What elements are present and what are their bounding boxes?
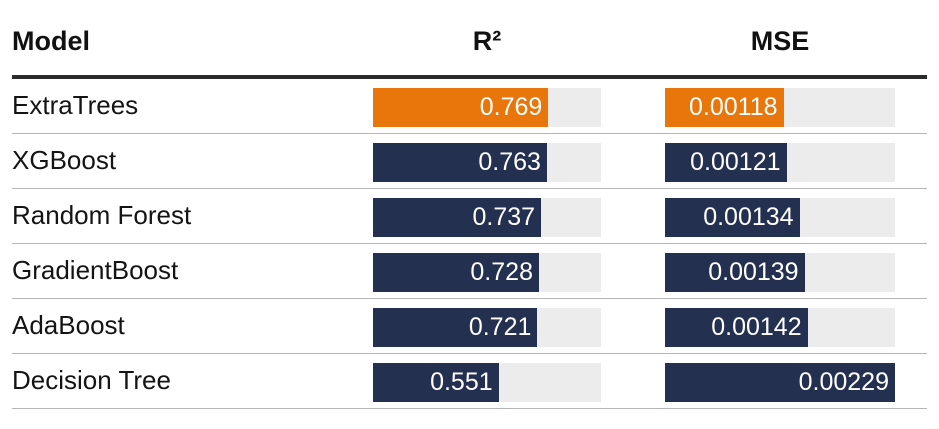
model-name: XGBoost (12, 145, 117, 175)
model-name: GradientBoost (12, 255, 179, 285)
mse-track: 0.00229 (665, 363, 895, 402)
header-r2: R² (472, 26, 502, 56)
mse-bar: 0.00142 (665, 308, 808, 347)
table-body: ExtraTrees 0.769 0.00118 XGBoost 0.763 0.0012… (12, 79, 927, 409)
r2-bar: 0.721 (373, 308, 538, 347)
r2-bar: 0.728 (373, 253, 539, 292)
r2-track: 0.769 (373, 88, 601, 127)
mse-bar: 0.00118 (665, 88, 784, 127)
mse-track: 0.00121 (665, 143, 895, 182)
mse-bar: 0.00121 (665, 143, 787, 182)
table-row: ExtraTrees 0.769 0.00118 (12, 79, 927, 134)
r2-track: 0.763 (373, 143, 601, 182)
r2-bar: 0.737 (373, 198, 542, 237)
r2-bar: 0.769 (373, 88, 549, 127)
r2-bar: 0.551 (373, 363, 499, 402)
r2-bar: 0.763 (373, 143, 547, 182)
mse-track: 0.00134 (665, 198, 895, 237)
r2-track: 0.551 (373, 363, 601, 402)
model-name: Random Forest (12, 200, 192, 230)
table-row: Random Forest 0.737 0.00134 (12, 189, 927, 244)
model-name: AdaBoost (12, 310, 125, 340)
model-name: ExtraTrees (12, 90, 139, 120)
mse-track: 0.00142 (665, 308, 895, 347)
mse-bar: 0.00229 (665, 363, 895, 402)
mse-bar: 0.00134 (665, 198, 800, 237)
table-row: XGBoost 0.763 0.00121 (12, 134, 927, 189)
mse-bar: 0.00139 (665, 253, 805, 292)
mse-track: 0.00118 (665, 88, 895, 127)
mse-track: 0.00139 (665, 253, 895, 292)
r2-track: 0.728 (373, 253, 601, 292)
model-comparison-table: Model R² MSE ExtraTrees 0.769 0.00118 XGBoo… (12, 0, 927, 409)
r2-track: 0.737 (373, 198, 601, 237)
model-name: Decision Tree (12, 365, 171, 395)
table-row: AdaBoost 0.721 0.00142 (12, 299, 927, 354)
table-header: Model R² MSE (12, 0, 927, 79)
table-row: GradientBoost 0.728 0.00139 (12, 244, 927, 299)
header-model: Model (12, 26, 90, 56)
header-mse: MSE (750, 26, 810, 56)
table-row: Decision Tree 0.551 0.00229 (12, 354, 927, 409)
r2-track: 0.721 (373, 308, 601, 347)
